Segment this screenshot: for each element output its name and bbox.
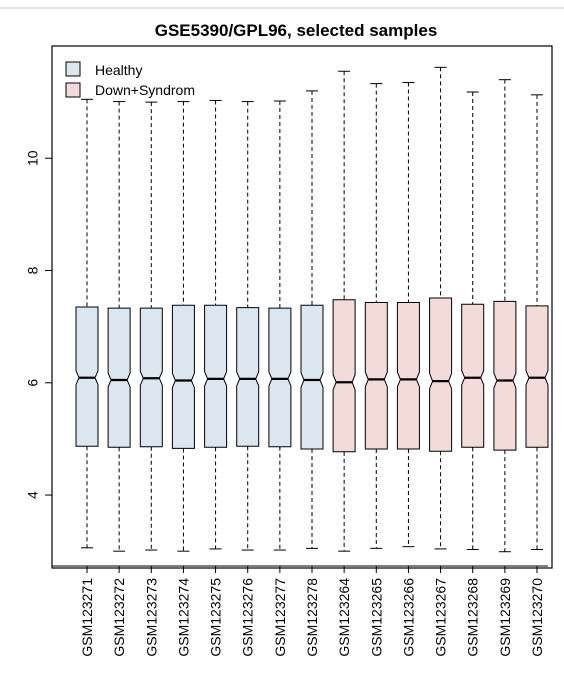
interquartile-box (461, 303, 485, 448)
interquartile-box (429, 297, 453, 452)
box-GSM123267 (429, 66, 453, 550)
y-tick-label-4: 4 (25, 491, 41, 499)
box-GSM123273 (139, 101, 163, 551)
x-tick-label-GSM123275: GSM123275 (208, 578, 224, 657)
interquartile-box (268, 307, 292, 448)
box-GSM123268 (461, 91, 485, 550)
interquartile-box (364, 302, 388, 450)
chart-title: GSE5390/GPL96, selected samples (155, 21, 438, 40)
x-axis-labels: GSM123271 GSM123272 GSM123273 GSM123274 GSM1… (79, 566, 545, 657)
x-tick-label-GSM123274: GSM123274 (175, 578, 191, 657)
x-tick-label-GSM123265: GSM123265 (368, 578, 384, 657)
interquartile-box (204, 304, 228, 448)
box-GSM123275 (204, 99, 228, 550)
y-tick-label-6: 6 (25, 379, 41, 387)
interquartile-box (300, 304, 324, 450)
interquartile-box (396, 302, 420, 450)
x-tick-label-GSM123277: GSM123277 (272, 578, 288, 657)
box-GSM123269 (493, 79, 517, 553)
x-tick-label-GSM123278: GSM123278 (304, 578, 320, 657)
x-tick-label-GSM123267: GSM123267 (433, 578, 449, 657)
legend-swatch-down-syndrom (65, 82, 81, 98)
x-tick-label-GSM123266: GSM123266 (400, 578, 416, 657)
legend-label-down-syndrom: Down+Syndrom (95, 82, 195, 98)
y-axis: 4 6 8 10 (25, 150, 52, 499)
x-tick-label-GSM123272: GSM123272 (111, 578, 127, 657)
x-tick-label-GSM123273: GSM123273 (143, 578, 159, 657)
box-GSM123278 (300, 90, 324, 549)
plot-frame (51, 45, 553, 569)
y-tick-label-8: 8 (25, 266, 41, 274)
box-GSM123264 (332, 70, 356, 552)
x-tick-label-GSM123264: GSM123264 (336, 578, 352, 657)
box-GSM123270 (525, 94, 549, 550)
legend: Healthy Down+Syndrom (65, 61, 195, 98)
legend-swatch-healthy (65, 61, 81, 77)
interquartile-box (236, 307, 260, 447)
x-tick-label-GSM123276: GSM123276 (240, 578, 256, 657)
interquartile-box (525, 305, 549, 448)
x-tick-label-GSM123270: GSM123270 (529, 578, 545, 657)
box-GSM123266 (396, 81, 420, 548)
box-GSM123274 (171, 101, 195, 552)
box-GSM123276 (236, 101, 260, 551)
box-GSM123271 (75, 98, 99, 549)
interquartile-box (75, 306, 99, 447)
y-tick-label-10: 10 (25, 150, 41, 166)
interquartile-box (107, 307, 131, 448)
boxes (75, 66, 549, 553)
x-tick-label-GSM123268: GSM123268 (465, 578, 481, 657)
x-tick-label-GSM123269: GSM123269 (497, 578, 513, 657)
box-GSM123265 (364, 83, 388, 549)
box-GSM123272 (107, 101, 131, 552)
box-GSM123277 (268, 100, 292, 551)
legend-label-healthy: Healthy (95, 62, 142, 78)
interquartile-box (493, 300, 517, 451)
interquartile-box (332, 299, 356, 453)
interquartile-box (171, 304, 195, 449)
x-tick-label-GSM123271: GSM123271 (79, 578, 95, 657)
